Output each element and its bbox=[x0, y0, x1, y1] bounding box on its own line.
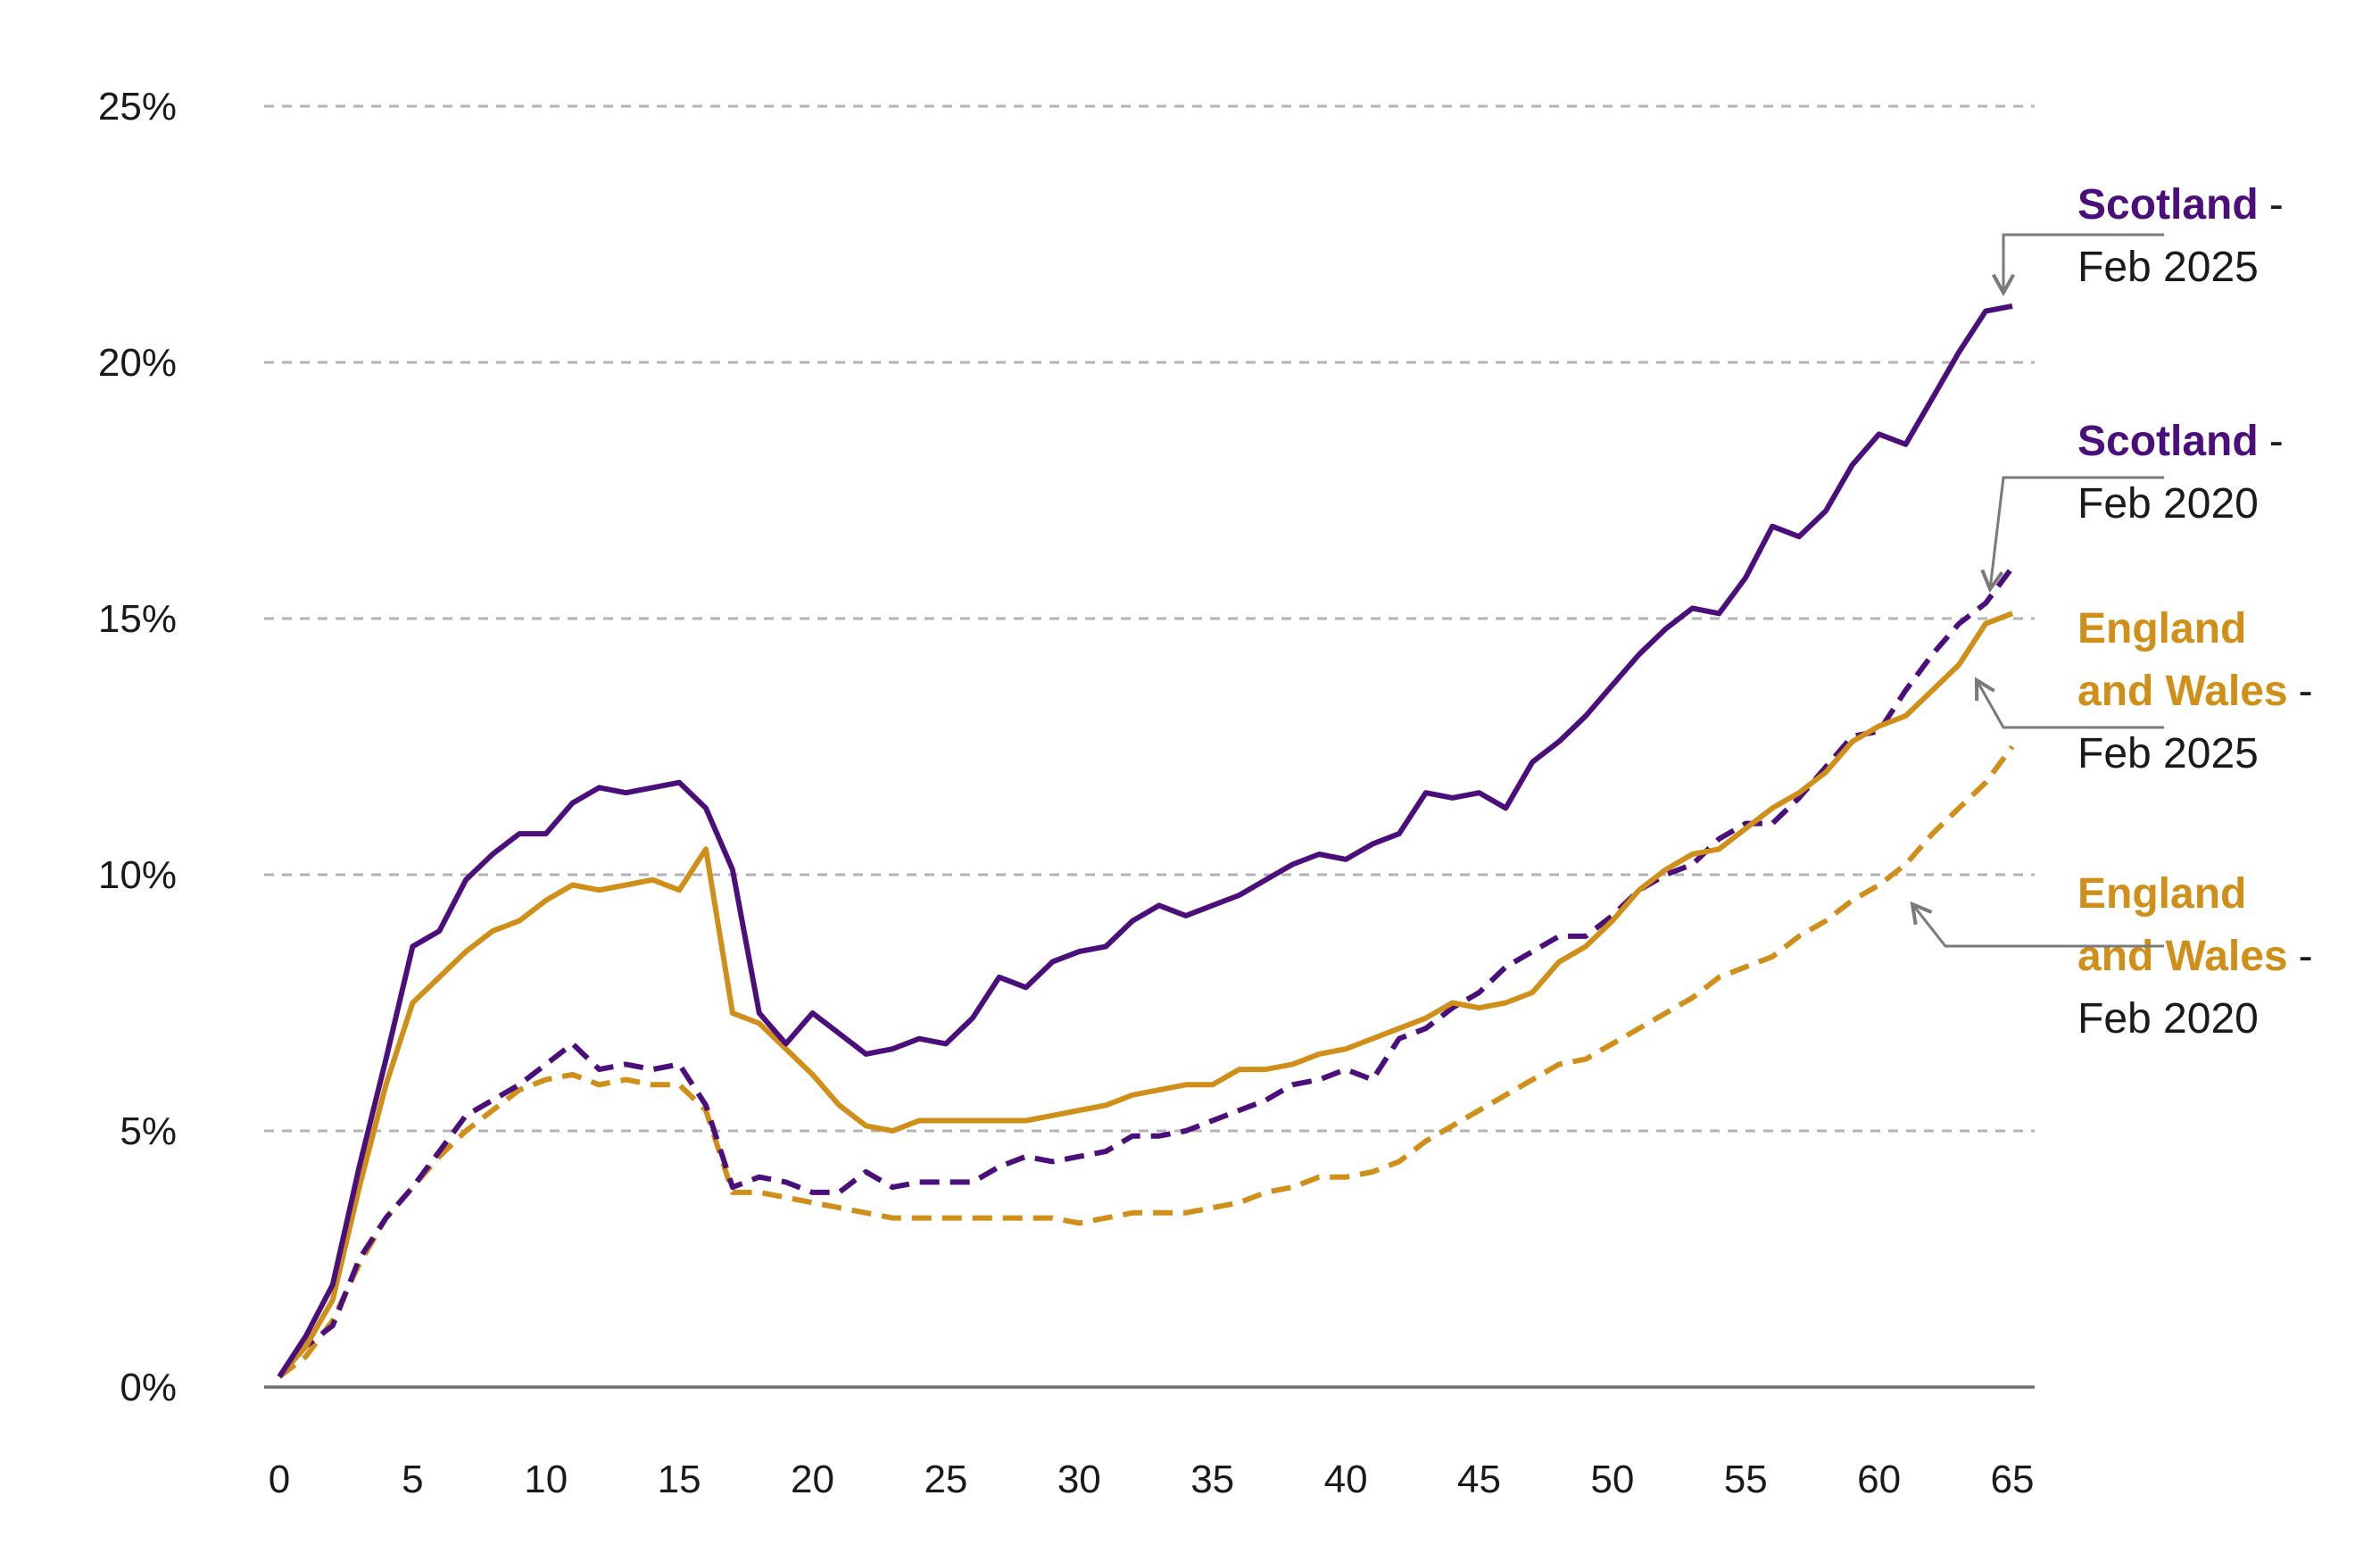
annotation-scotland-2025: Scotland - Feb 2025 bbox=[1991, 181, 2284, 297]
annotation-date: Feb 2020 bbox=[2077, 995, 2259, 1043]
annotation-leader-arrow bbox=[1974, 677, 2164, 729]
x-tick-label: 0 bbox=[269, 1458, 290, 1501]
annotation-leader-arrow bbox=[1980, 476, 2164, 594]
x-tick-label: 45 bbox=[1457, 1458, 1501, 1501]
y-tick-label: 20% bbox=[98, 341, 177, 385]
y-tick-label: 0% bbox=[120, 1366, 177, 1409]
series-line-england-wales-2025 bbox=[277, 611, 2014, 1379]
y-tick-label: 15% bbox=[98, 597, 177, 641]
x-tick-label: 15 bbox=[658, 1458, 701, 1501]
annotation-leader-arrow bbox=[1910, 901, 2164, 948]
x-tick-label: 30 bbox=[1057, 1458, 1101, 1501]
annotation-series-name: Scotland - bbox=[2077, 418, 2284, 465]
x-tick-label: 40 bbox=[1324, 1458, 1368, 1501]
x-tick-label: 20 bbox=[791, 1458, 834, 1501]
series-line-scotland-2025 bbox=[277, 303, 2013, 1379]
annotation-series-name-2: and Wales - bbox=[2077, 668, 2313, 715]
annotation-series-name: England bbox=[2077, 870, 2246, 918]
series-line-scotland-2020 bbox=[277, 565, 2015, 1379]
annotation-england-wales-2025: England and Wales - Feb 2025 bbox=[1974, 605, 2313, 777]
annotation-scotland-2020: Scotland - Feb 2020 bbox=[1980, 418, 2284, 594]
annotation-england-wales-2020: England and Wales - Feb 2020 bbox=[1910, 870, 2313, 1043]
annotation-date: Feb 2025 bbox=[2077, 730, 2259, 777]
x-tick-label: 55 bbox=[1724, 1458, 1768, 1501]
y-axis-tick-labels: 0% 5% 10% 15% 20% 25% bbox=[98, 85, 177, 1409]
x-tick-label: 65 bbox=[1991, 1458, 2035, 1501]
x-tick-label: 10 bbox=[524, 1458, 568, 1501]
annotation-series-name: England bbox=[2077, 605, 2246, 652]
x-tick-label: 60 bbox=[1857, 1458, 1901, 1501]
x-tick-label: 50 bbox=[1590, 1458, 1634, 1501]
x-tick-label: 35 bbox=[1190, 1458, 1234, 1501]
annotation-series-name: Scotland - bbox=[2077, 181, 2284, 228]
x-axis-tick-labels: 0 5 10 15 20 25 30 35 40 45 50 55 60 65 bbox=[269, 1458, 2035, 1501]
gridlines bbox=[264, 104, 2035, 1133]
x-tick-label: 5 bbox=[402, 1458, 423, 1501]
y-tick-label: 5% bbox=[120, 1109, 177, 1153]
annotation-date: Feb 2025 bbox=[2077, 244, 2259, 291]
annotation-leader-arrow bbox=[1991, 233, 2164, 297]
series-line-england-wales-2020 bbox=[278, 744, 2015, 1379]
series-lines bbox=[277, 303, 2015, 1379]
y-tick-label: 10% bbox=[98, 853, 177, 897]
y-tick-label: 25% bbox=[98, 85, 177, 129]
x-tick-label: 25 bbox=[924, 1458, 967, 1501]
annotation-date: Feb 2020 bbox=[2077, 480, 2259, 528]
annotation-series-name-2: and Wales - bbox=[2077, 933, 2313, 980]
